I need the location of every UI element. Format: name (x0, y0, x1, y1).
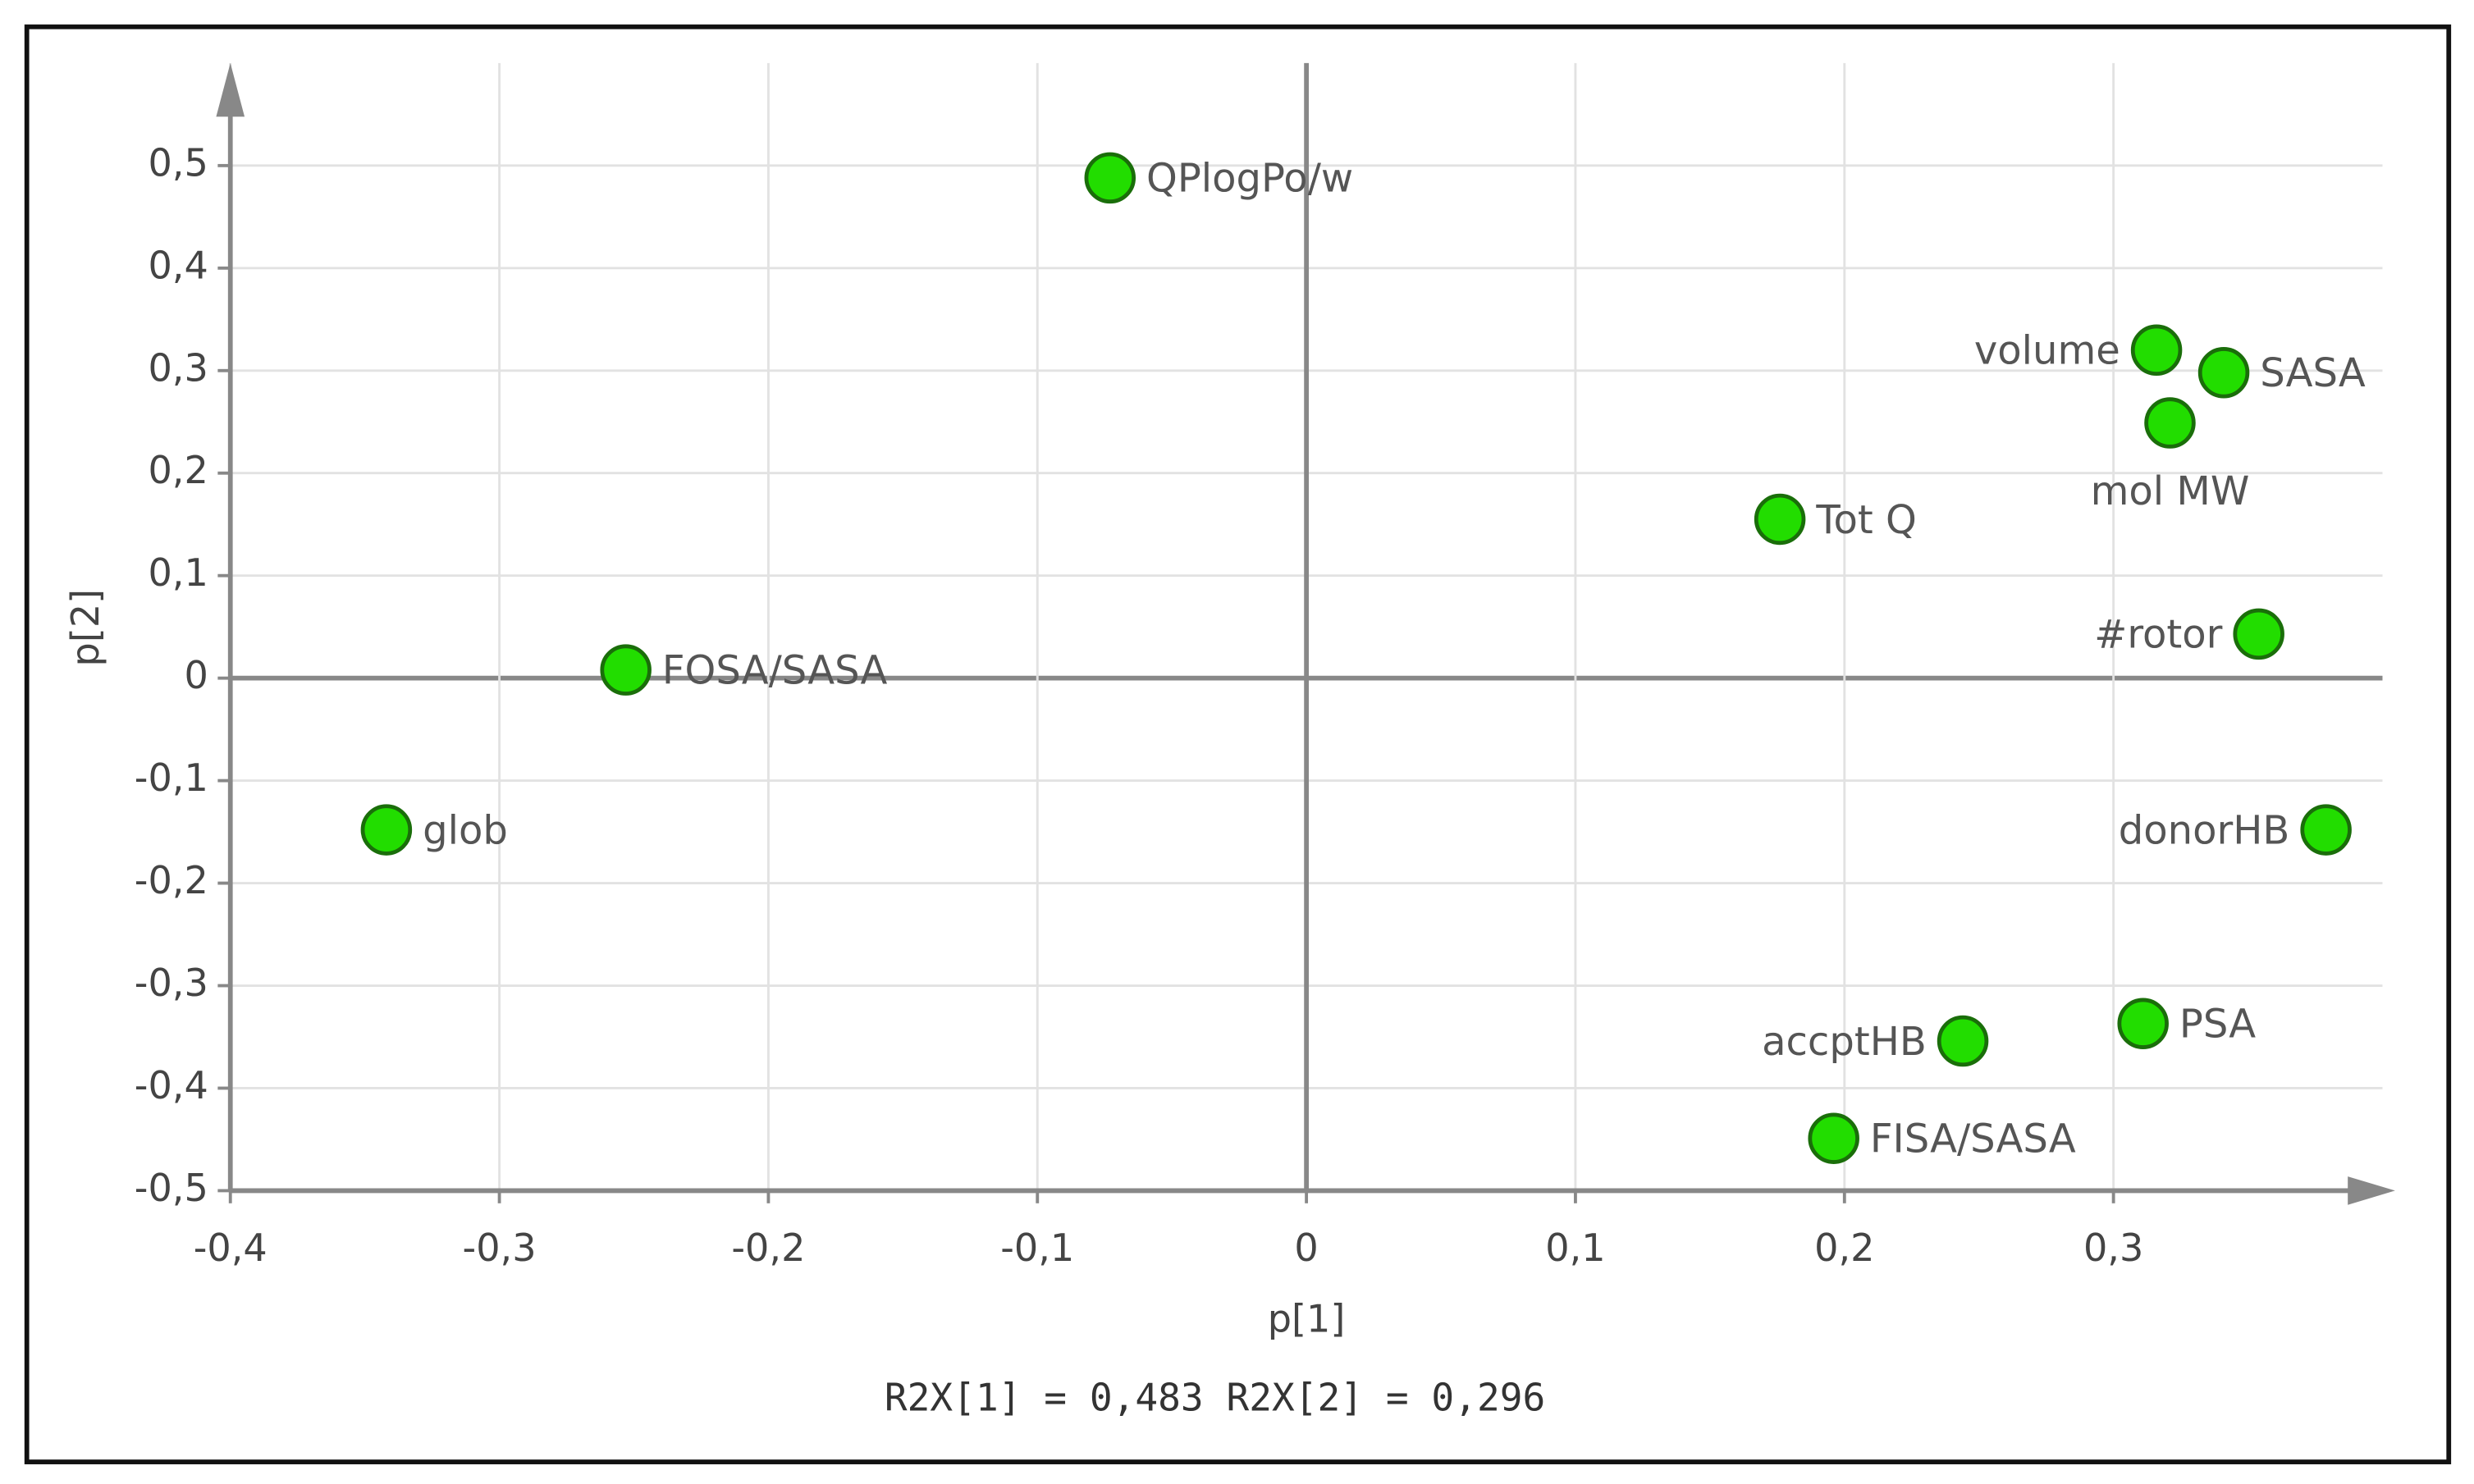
y-axis-label: p[2] (63, 589, 107, 667)
point (1084, 152, 1136, 204)
marks: QPlogPo/w volume SASA mol MW Tot Q #rotor FOSA… (360, 152, 2366, 1164)
x-tick-label: 0,1 (1545, 1226, 1605, 1270)
y-tick-label: 0,4 (148, 243, 208, 287)
y-tick-label: 0,5 (148, 140, 208, 185)
y-tick-label: 0,1 (148, 550, 208, 595)
point-label: Tot Q (1815, 497, 1917, 543)
point-label: mol MW (2091, 468, 2250, 514)
y-tick-label: -0,2 (135, 858, 208, 902)
point (360, 804, 413, 856)
x-axis-label: p[1] (1268, 1296, 1346, 1340)
point-label: FOSA/SASA (662, 647, 888, 693)
y-tick-label: 0,2 (148, 448, 208, 492)
axes: -0,5 -0,4 -0,3 -0,2 -0,1 0 0,1 0,2 0,3 0,4 0,5 -0,4… (135, 62, 2395, 1270)
point (2233, 608, 2284, 660)
point (2197, 347, 2250, 399)
point-label: FISA/SASA (1870, 1116, 2076, 1162)
annotation: R2X[1] = 0,483 R2X[2] = 0,296 (885, 1376, 1545, 1420)
point-label: SASA (2260, 350, 2366, 396)
point (2300, 804, 2352, 856)
x-tick-label: -0,1 (1000, 1226, 1074, 1270)
point (1754, 493, 1806, 546)
y-tick-label: -0,5 (135, 1166, 208, 1210)
x-axis-arrow (2348, 1176, 2395, 1205)
point-label: glob (423, 807, 508, 853)
x-tick-label: -0,3 (463, 1226, 537, 1270)
frame (24, 24, 2452, 1464)
point (1808, 1112, 1859, 1164)
point (2144, 397, 2196, 449)
point-label: QPlogPo/w (1146, 156, 1353, 202)
point-label: volume (1974, 328, 2120, 374)
y-tick-label: 0,3 (148, 345, 208, 390)
point (600, 644, 652, 696)
y-tick-label: -0,1 (135, 756, 208, 800)
point-label: #rotor (2094, 612, 2223, 658)
y-tick-label: 0 (184, 653, 208, 697)
point-label: PSA (2179, 1002, 2256, 1048)
y-tick-label: -0,3 (135, 961, 208, 1005)
x-tick-label: 0,3 (2083, 1226, 2143, 1270)
point (1937, 1015, 1989, 1067)
point-label: accptHB (1762, 1019, 1927, 1065)
point (2117, 998, 2169, 1049)
x-tick-label: -0,4 (194, 1226, 268, 1270)
x-tick-label: 0,2 (1814, 1226, 1874, 1270)
y-tick-label: -0,4 (135, 1063, 208, 1107)
point (2130, 324, 2183, 377)
y-axis-arrow (216, 62, 245, 117)
x-tick-label: 0 (1294, 1226, 1318, 1270)
x-tick-label: -0,2 (731, 1226, 805, 1270)
point-label: donorHB (2119, 807, 2290, 853)
